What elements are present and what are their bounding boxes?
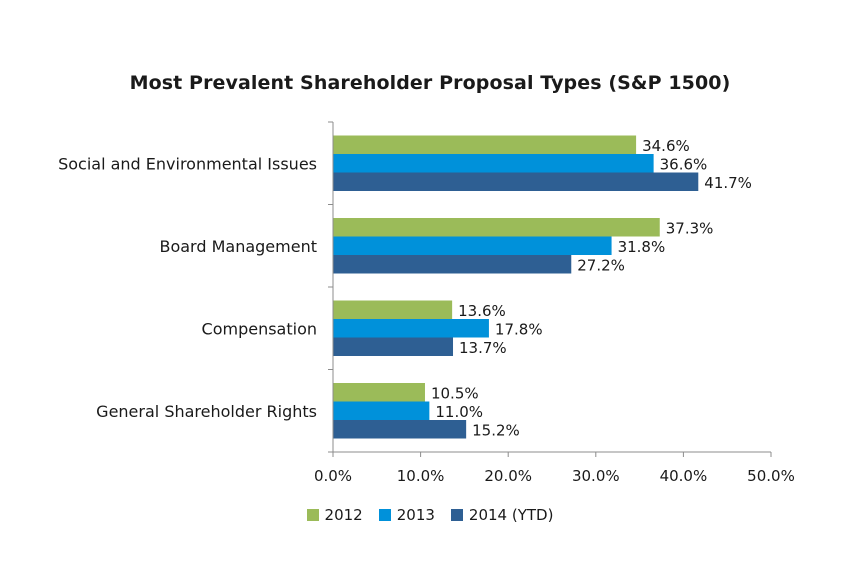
- data-label: 34.6%: [642, 137, 690, 155]
- category-label: Board Management: [159, 237, 317, 256]
- data-label: 36.6%: [660, 155, 708, 173]
- data-label: 11.0%: [435, 403, 483, 421]
- legend-item: 2012: [306, 506, 363, 524]
- category-label: Social and Environmental Issues: [58, 154, 317, 173]
- bar-2014-ytd--1: [333, 255, 572, 274]
- bar-2012-1: [333, 218, 660, 237]
- legend-swatch: [378, 509, 391, 521]
- x-tick-label: 10.0%: [397, 467, 445, 485]
- data-label: 31.8%: [618, 238, 666, 256]
- data-label: 27.2%: [577, 256, 625, 274]
- data-label: 41.7%: [704, 174, 752, 192]
- data-label: 13.7%: [459, 339, 507, 357]
- data-label: 13.6%: [458, 302, 506, 320]
- legend-swatch: [450, 509, 463, 521]
- x-tick-label: 50.0%: [747, 467, 795, 485]
- legend-item: 2014 (YTD): [450, 506, 554, 524]
- legend-swatch: [306, 509, 319, 521]
- chart-legend: 2012 2013 2014 (YTD): [0, 506, 860, 524]
- chart-title: Most Prevalent Shareholder Proposal Type…: [129, 72, 731, 94]
- x-tick-label: 20.0%: [484, 467, 532, 485]
- bar-2014-ytd--3: [333, 420, 467, 439]
- legend-item: 2013: [378, 506, 435, 524]
- legend-label: 2013: [396, 506, 435, 524]
- bar-2014-ytd--2: [333, 337, 454, 356]
- data-label: 10.5%: [431, 384, 479, 402]
- bar-2013-3: [333, 401, 430, 420]
- legend-label: 2014 (YTD): [468, 506, 554, 524]
- x-tick-label: 40.0%: [660, 467, 708, 485]
- data-label: 37.3%: [666, 219, 714, 237]
- category-label: General Shareholder Rights: [96, 402, 317, 421]
- bar-2014-ytd--0: [333, 172, 699, 191]
- legend-label: 2012: [324, 506, 363, 524]
- bar-2012-2: [333, 300, 453, 319]
- bar-2013-0: [333, 154, 654, 173]
- category-label: Compensation: [202, 319, 317, 338]
- x-tick-label: 0.0%: [314, 467, 352, 485]
- data-label: 17.8%: [495, 320, 543, 338]
- bar-2012-0: [333, 135, 637, 154]
- data-label: 15.2%: [472, 421, 520, 439]
- bar-2013-1: [333, 236, 612, 255]
- x-tick-label: 30.0%: [572, 467, 620, 485]
- bar-2013-2: [333, 319, 489, 338]
- bar-2012-3: [333, 383, 425, 402]
